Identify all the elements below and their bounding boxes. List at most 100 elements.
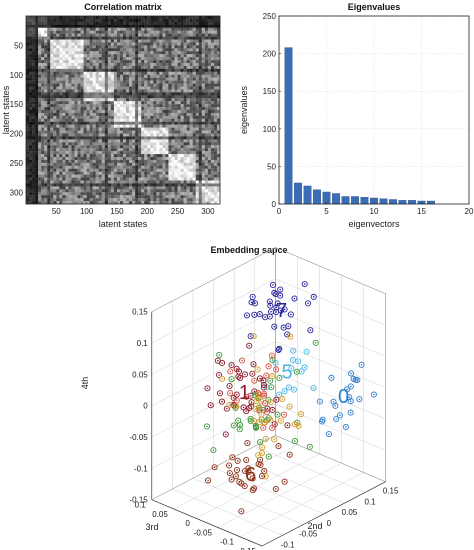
data-point <box>297 411 305 418</box>
data-point-center <box>260 413 263 416</box>
heatmap-cell <box>50 77 54 81</box>
heatmap-cell <box>41 177 45 181</box>
heatmap-cell <box>168 16 172 20</box>
heatmap-cell <box>147 57 151 61</box>
heatmap-cell <box>68 174 72 178</box>
heatmap-cell <box>41 148 45 152</box>
heatmap-cell <box>44 159 48 164</box>
heatmap-cell <box>171 154 175 158</box>
heatmap-cell <box>132 124 136 128</box>
heatmap-cell <box>116 118 121 122</box>
heatmap-cell <box>156 48 160 52</box>
data-point <box>273 304 280 311</box>
heatmap-cell <box>150 162 154 166</box>
heatmap-cell <box>195 124 199 128</box>
heatmap-cell <box>65 201 69 205</box>
heatmap-cell <box>83 45 87 49</box>
heatmap-cell <box>110 157 115 161</box>
heatmap-cell <box>113 201 118 205</box>
heatmap-cell <box>177 18 181 23</box>
heatmap-cell <box>177 104 181 108</box>
heatmap-cell <box>174 174 178 178</box>
heatmap-cell <box>116 127 121 131</box>
heatmap-cell <box>107 57 112 61</box>
data-point-center <box>207 479 209 482</box>
data-point <box>256 419 263 426</box>
heatmap-cell <box>210 63 215 67</box>
heatmap-cell <box>207 154 212 158</box>
heatmap-cell <box>192 74 196 78</box>
heatmap-cell <box>35 45 39 49</box>
heatmap-cell <box>204 127 209 131</box>
heatmap-cell <box>56 48 60 52</box>
heatmap-cell <box>59 71 63 75</box>
heatmap-cell <box>38 65 42 70</box>
heatmap-cell <box>201 74 205 78</box>
heatmap-cell <box>62 130 66 134</box>
heatmap-cell <box>135 89 139 93</box>
heatmap-cell <box>174 157 178 161</box>
heatmap-cell <box>132 171 136 175</box>
heatmap-cell <box>186 174 190 178</box>
heatmap-cell <box>177 98 181 102</box>
heatmap-cell <box>144 165 148 169</box>
heatmap-cell <box>138 189 142 193</box>
heatmap-cell <box>74 42 78 46</box>
heatmap-cell <box>210 16 215 20</box>
heatmap-cell <box>135 86 139 90</box>
heatmap-cell <box>95 36 99 40</box>
heatmap-cell <box>165 124 169 128</box>
heatmap-cell <box>216 92 221 96</box>
heatmap-cell <box>201 180 205 184</box>
heatmap-cell <box>41 83 45 87</box>
heatmap-cell <box>26 60 30 64</box>
heatmap-cell <box>119 145 124 149</box>
heatmap-cell <box>138 127 142 131</box>
heatmap-cell <box>210 174 215 178</box>
heatmap-cell <box>101 177 105 181</box>
heatmap-cell <box>189 115 193 119</box>
data-point <box>281 411 288 418</box>
heatmap-cell <box>189 60 193 64</box>
data-point <box>276 391 283 398</box>
heatmap-cell <box>41 195 45 199</box>
heatmap-cell <box>198 118 202 122</box>
heatmap-cell <box>89 118 93 122</box>
heatmap-cell <box>98 157 102 161</box>
heatmap-cell <box>32 159 36 164</box>
heatmap-cell <box>56 77 60 81</box>
heatmap-cell <box>89 174 93 178</box>
heatmap-cell <box>138 36 142 40</box>
heatmap-cell <box>138 130 142 134</box>
heatmap-cell <box>89 195 93 199</box>
heatmap-cell <box>68 165 72 169</box>
heatmap-cell <box>29 159 33 164</box>
data-point <box>263 408 271 415</box>
heatmap-cell <box>168 60 172 64</box>
heatmap-cell <box>177 80 181 84</box>
heatmap-cell <box>50 21 54 25</box>
heatmap-cell <box>35 71 39 75</box>
heatmap-cell <box>153 133 157 137</box>
heatmap-cell <box>156 45 160 49</box>
y-tick-label: 200 <box>263 50 277 59</box>
heatmap-cell <box>153 198 157 202</box>
heatmap-cell <box>35 195 39 199</box>
heatmap-cell <box>77 136 81 140</box>
heatmap-cell <box>204 186 209 190</box>
heatmap-cell <box>113 159 118 164</box>
heatmap-cell <box>168 77 172 81</box>
heatmap-cell <box>195 92 199 96</box>
heatmap-cell <box>53 162 57 166</box>
heatmap-cell <box>135 192 139 196</box>
heatmap-cell <box>144 48 148 52</box>
heatmap-cell <box>83 183 87 187</box>
heatmap-cell <box>213 145 218 149</box>
heatmap-cell <box>62 60 66 64</box>
heatmap-cell <box>53 65 57 70</box>
heatmap-cell <box>56 183 60 187</box>
heatmap-cell <box>92 30 96 34</box>
heatmap-cell <box>144 198 148 202</box>
heatmap-cell <box>204 48 209 52</box>
